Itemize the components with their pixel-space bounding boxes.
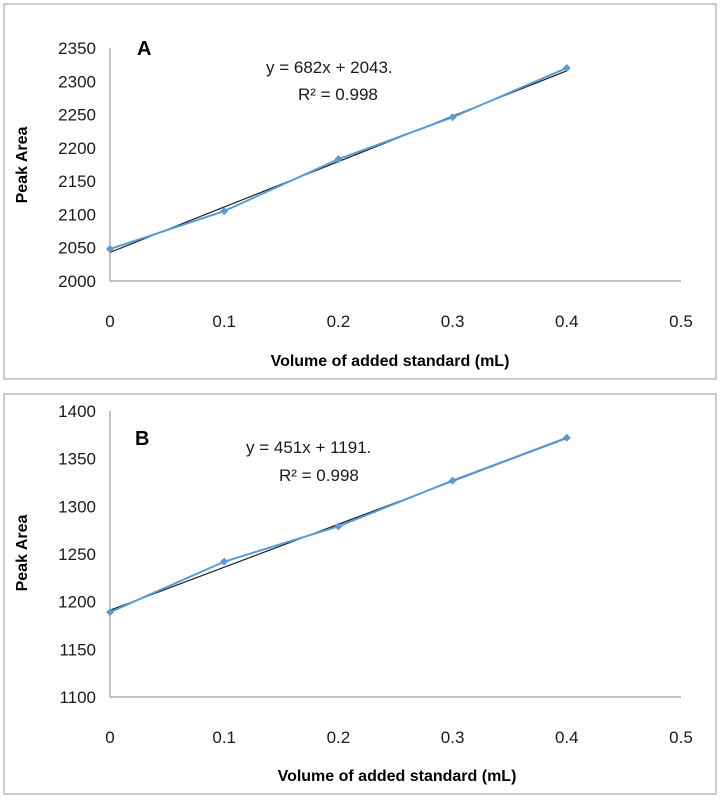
chart-a-frame xyxy=(3,3,717,380)
chart-b-y-tick-label: 1350 xyxy=(58,450,96,469)
chart-b-tick-labels: 1100 1150 1200 1250 1300 1350 1400 0 0.1 0.2 0.3 0.… xyxy=(58,402,693,747)
chart-a-y-tick-label: 2200 xyxy=(58,139,96,158)
chart-b-data-point xyxy=(562,433,571,442)
chart-a-y-tick-label: 2250 xyxy=(58,106,96,125)
chart-a-x-tick-label: 0.5 xyxy=(669,312,693,331)
chart-a-y-tick-label: 2050 xyxy=(58,239,96,258)
chart-a-r2: R² = 0.998 xyxy=(298,85,378,104)
chart-b-data-point xyxy=(220,557,229,566)
chart-b-x-tick-label: 0.3 xyxy=(441,728,465,747)
chart-a-y-tick-label: 2000 xyxy=(58,272,96,291)
chart-a-x-axis-title: Volume of added standard (mL) xyxy=(271,353,510,370)
chart-a-y-tick-label: 2100 xyxy=(58,205,96,224)
chart-a-x-tick-label: 0.3 xyxy=(441,312,465,331)
chart-b-panel-label: B xyxy=(135,428,149,450)
chart-panel-a: 2000 2050 2100 2150 2200 2250 2300 2350 0 0.1 0.2 0… xyxy=(3,3,717,380)
chart-b-frame xyxy=(3,393,717,795)
chart-a-data-point xyxy=(334,155,343,164)
chart-b-data-point xyxy=(448,476,457,485)
chart-b-y-tick-label: 1400 xyxy=(58,402,96,421)
chart-b-y-tick-label: 1200 xyxy=(58,593,96,612)
chart-a-points xyxy=(106,63,571,254)
chart-a-equation: y = 682x + 2043. xyxy=(266,58,393,77)
chart-a-y-axis-title: Peak Area xyxy=(14,127,31,204)
chart-a-y-tick-label: 2350 xyxy=(58,39,96,58)
chart-b-x-tick-label: 0.1 xyxy=(212,728,236,747)
chart-b-y-axis-title: Peak Area xyxy=(14,515,31,592)
chart-a-data-point xyxy=(448,113,457,122)
chart-b-x-tick-label: 0.5 xyxy=(669,728,693,747)
chart-b-points xyxy=(106,433,571,617)
chart-b-equation: y = 451x + 1191. xyxy=(246,438,371,457)
chart-a-x-tick-label: 0.1 xyxy=(212,312,236,331)
chart-b-x-tick-label: 0.2 xyxy=(327,728,351,747)
chart-a-y-tick-label: 2300 xyxy=(58,72,96,91)
chart-b-y-tick-label: 1250 xyxy=(58,545,96,564)
chart-b-data-point xyxy=(334,522,343,531)
chart-a-panel-label: A xyxy=(137,38,151,60)
chart-b-y-tick-label: 1100 xyxy=(59,688,96,707)
chart-b-x-axis-title: Volume of added standard (mL) xyxy=(278,768,517,785)
chart-a-x-tick-label: 0.2 xyxy=(327,312,351,331)
chart-a-data-point xyxy=(562,63,571,72)
chart-b-r2: R² = 0.998 xyxy=(279,466,359,485)
chart-a-y-tick-label: 2150 xyxy=(58,172,96,191)
chart-b-x-tick-label: 0 xyxy=(105,728,114,747)
chart-b-y-tick-label: 1300 xyxy=(58,497,96,516)
chart-b-y-tick-label: 1150 xyxy=(59,640,96,659)
chart-a-x-tick-label: 0.4 xyxy=(555,312,579,331)
chart-a-x-tick-label: 0 xyxy=(105,312,114,331)
chart-a-tick-labels: 2000 2050 2100 2150 2200 2250 2300 2350 0 0.1 0.2 0… xyxy=(58,39,693,331)
chart-panel-b: 1100 1150 1200 1250 1300 1350 1400 0 0.1 0.2 0.3 0.… xyxy=(3,393,717,795)
chart-a-data-point xyxy=(220,207,229,216)
chart-b-data-point xyxy=(106,608,114,617)
chart-a-data-point xyxy=(106,245,114,254)
chart-b-x-tick-label: 0.4 xyxy=(555,728,579,747)
